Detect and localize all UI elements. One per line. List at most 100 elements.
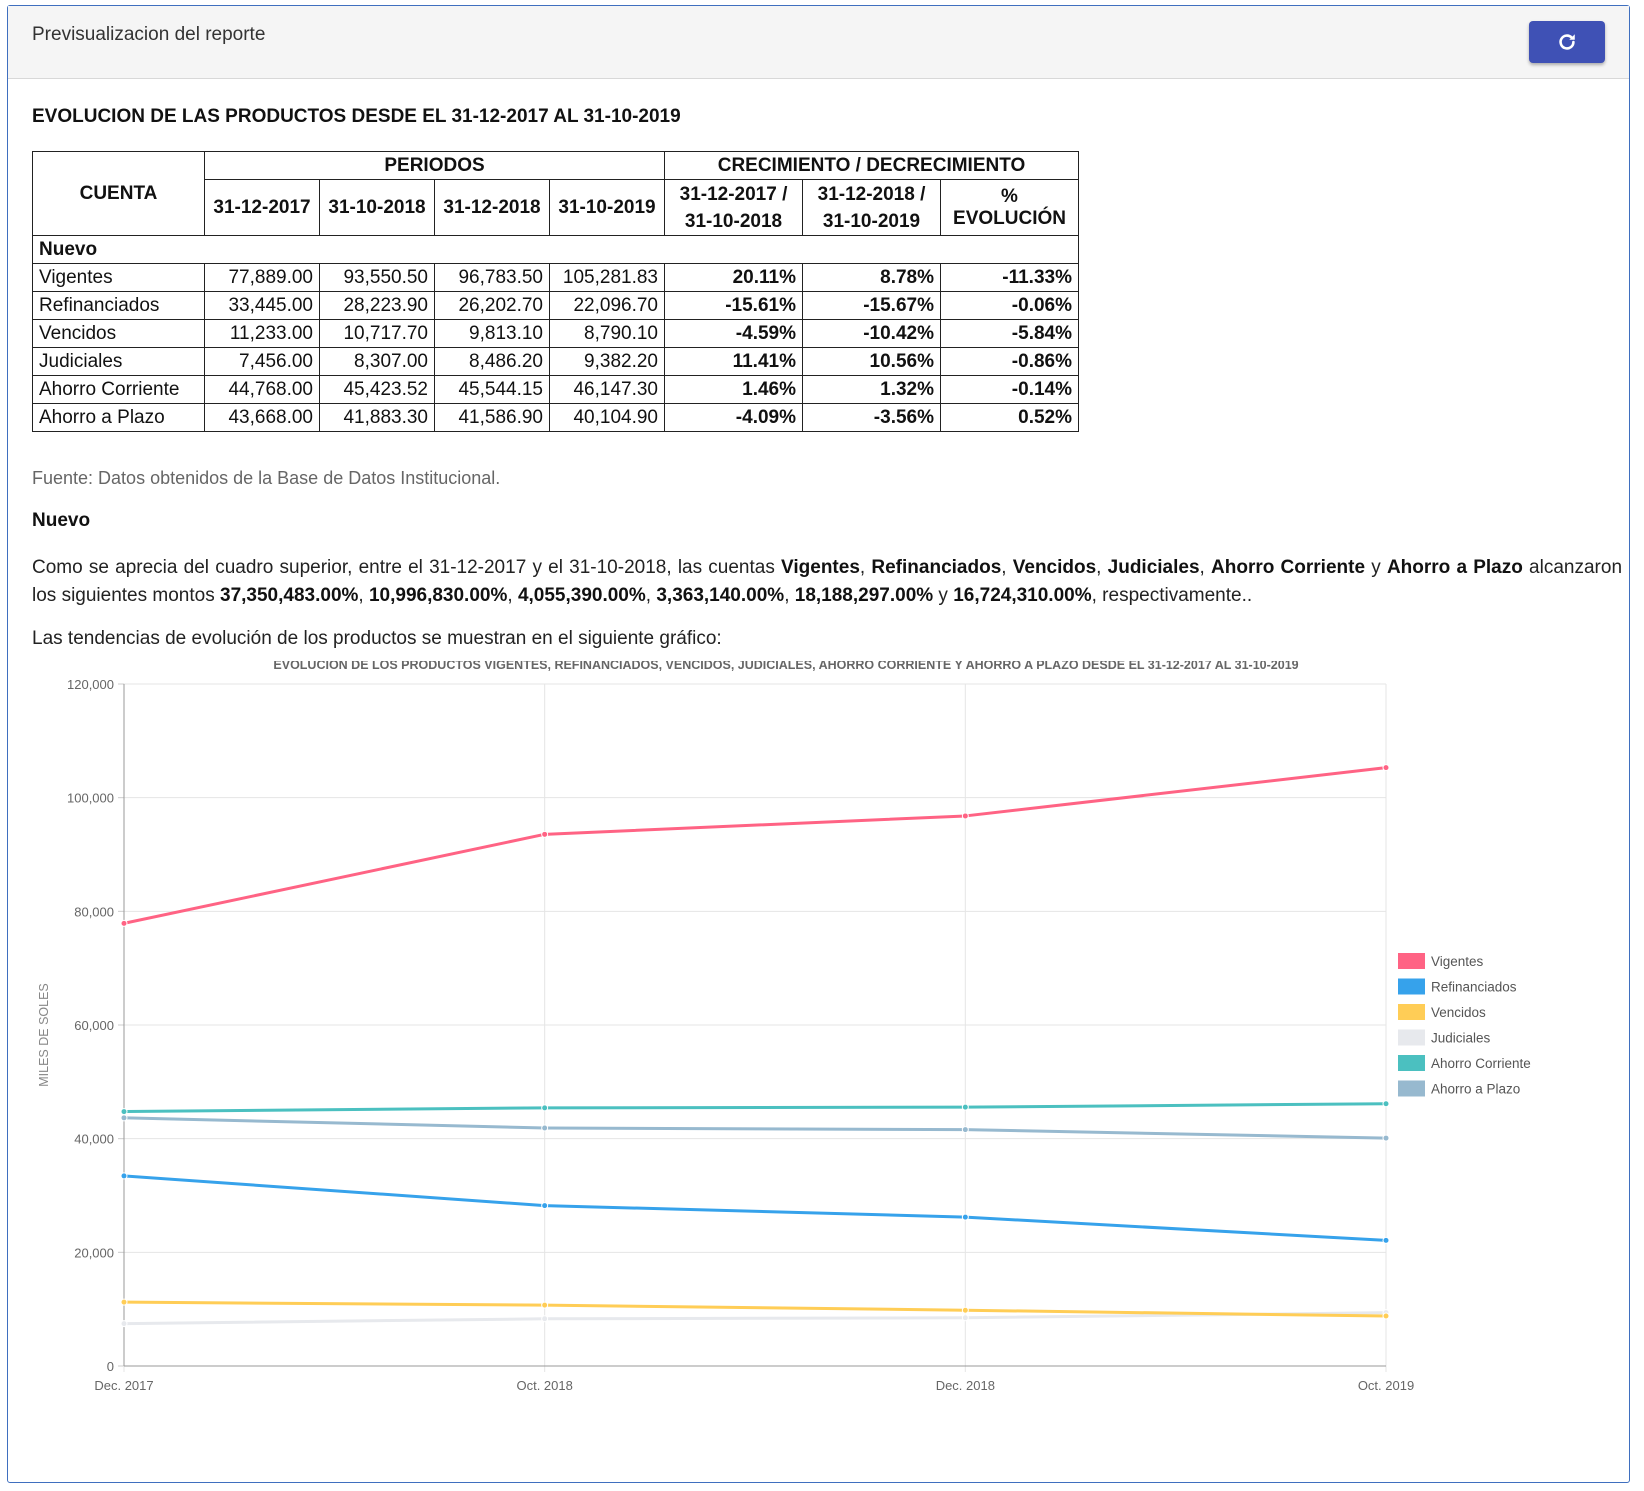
account-name: Vigentes [781, 557, 860, 578]
amount: 10,996,830.00% [368, 585, 508, 606]
period-value-cell: 41,586.90 [434, 403, 550, 432]
period-header: 31-12-2018 [434, 179, 550, 236]
data-point [120, 1298, 128, 1306]
growth-value-cell: -4.09% [664, 403, 803, 432]
period-header: 31-10-2019 [549, 179, 665, 236]
data-point [961, 1103, 969, 1111]
legend-label: Vencidos [1431, 1005, 1486, 1020]
data-point [541, 1202, 549, 1210]
data-point [541, 1124, 549, 1132]
card-header: Previsualizacion del reporte [8, 6, 1629, 79]
period-value-cell: 40,104.90 [549, 403, 665, 432]
period-value-cell: 11,233.00 [204, 319, 320, 348]
text: , [645, 585, 657, 606]
y-tick-label: 40,000 [74, 1132, 114, 1147]
growth-value-cell: -3.56% [802, 403, 941, 432]
section-title: Nuevo [32, 510, 91, 531]
y-tick-label: 20,000 [74, 1245, 114, 1260]
growth-value-cell: -0.06% [940, 291, 1079, 320]
legend-swatch [1398, 1004, 1425, 1020]
text: , [358, 585, 369, 606]
growth-value-cell: -5.84% [940, 319, 1079, 348]
report-table: CUENTA PERIODOS CRECIMIENTO / DECRECIMIE… [32, 151, 1079, 432]
table-row: Judiciales 7,456.00 8,307.00 8,486.20 9,382.… [32, 347, 1079, 376]
text: , [784, 585, 795, 606]
period-header: 31-10-2018 [319, 179, 435, 236]
growth-value-cell: -15.67% [802, 291, 941, 320]
growth-value-cell: -0.14% [940, 375, 1079, 404]
table-row: Vigentes 77,889.00 93,550.50 96,783.50 105,2… [32, 263, 1079, 292]
x-tick-label: Dec. 2018 [936, 1378, 995, 1393]
data-point [541, 1315, 549, 1323]
col-crecimiento: CRECIMIENTO / DECRECIMIENTO [664, 151, 1079, 180]
period-value-cell: 9,382.20 [549, 347, 665, 376]
legend-label: Ahorro a Plazo [1431, 1082, 1520, 1097]
data-point [961, 812, 969, 820]
data-point [120, 1320, 128, 1328]
col-periodos: PERIODOS [204, 151, 665, 180]
text: alcanzaron los siguientes montos [32, 557, 1623, 606]
source-note: Fuente: Datos obtenidos de la Base de Da… [32, 468, 501, 488]
period-value-cell: 77,889.00 [204, 263, 320, 292]
x-tick-label: Oct. 2019 [1358, 1378, 1414, 1393]
data-point [1382, 1236, 1390, 1244]
data-point [1382, 764, 1390, 772]
growth-header-line1: 31-12-2017 / [679, 183, 788, 205]
refresh-icon [1559, 34, 1575, 50]
amount: 37,350,483.00% [220, 585, 359, 606]
legend-swatch [1398, 953, 1425, 969]
growth-value-cell: 1.32% [802, 375, 941, 404]
amount: 16,724,310.00% [953, 585, 1092, 606]
period-value-cell: 45,544.15 [434, 375, 550, 404]
data-point [961, 1213, 969, 1221]
series-line-ahorro-a-plazo [123, 1116, 1387, 1140]
legend-label: Vigentes [1431, 954, 1484, 969]
amount: 4,055,390.00% [517, 585, 646, 606]
growth-header: 31-12-2017 / 31-10-2018 [664, 179, 803, 236]
growth-value-cell: 8.78% [802, 263, 941, 292]
period-value-cell: 7,456.00 [204, 347, 320, 376]
legend-label: Refinanciados [1431, 980, 1517, 995]
account-name-cell: Refinanciados [32, 291, 205, 320]
card-title: Previsualizacion del reporte [32, 24, 266, 45]
data-point [541, 1301, 549, 1309]
period-value-cell: 22,096.70 [549, 291, 665, 320]
account-name: Vencidos [1012, 557, 1097, 578]
x-tick-label: Oct. 2018 [516, 1378, 572, 1393]
account-name-cell: Vencidos [32, 319, 205, 348]
report-title: EVOLUCION DE LAS PRODUCTOS DESDE EL 31-1… [32, 106, 681, 127]
data-point [120, 1108, 128, 1116]
account-name: Refinanciados [871, 557, 1002, 578]
data-point [961, 1126, 969, 1134]
col-cuenta: CUENTA [32, 151, 205, 236]
text: y [933, 585, 954, 606]
legend-label: Ahorro Corriente [1431, 1056, 1531, 1071]
legend-swatch [1398, 1029, 1425, 1046]
refresh-button[interactable] [1529, 21, 1605, 63]
period-value-cell: 43,668.00 [204, 403, 320, 432]
legend-label: Judiciales [1431, 1031, 1491, 1046]
data-point [120, 1172, 128, 1180]
chart-intro: Las tendencias de evolución de los produ… [32, 628, 722, 649]
account-name-cell: Judiciales [32, 347, 205, 376]
period-value-cell: 46,147.30 [549, 375, 665, 404]
growth-value-cell: 1.46% [664, 375, 803, 404]
table-row: Ahorro Corriente 44,768.00 45,423.52 45,544… [32, 375, 1079, 404]
data-point [1382, 1100, 1390, 1108]
data-point [961, 1314, 969, 1322]
period-header: 31-12-2017 [204, 179, 320, 236]
x-tick-label: Dec. 2017 [94, 1378, 153, 1393]
growth-value-cell: -4.59% [664, 319, 803, 348]
legend-swatch [1398, 1080, 1425, 1097]
table-row: Vencidos 11,233.00 10,717.70 9,813.10 8,790.… [32, 319, 1079, 348]
series-line-ahorro-corriente [123, 1102, 1387, 1114]
amount: 18,188,297.00% [794, 585, 934, 606]
evolution-line-chart: EVOLUCION DE LOS PRODUCTOS VIGENTES, REF… [37, 661, 1531, 1393]
summary-paragraph: Como se aprecia del cuadro superior, ent… [32, 554, 1622, 610]
period-value-cell: 9,813.10 [434, 319, 550, 348]
period-value-cell: 8,307.00 [319, 347, 435, 376]
y-tick-label: 60,000 [74, 1018, 114, 1033]
text: , [1001, 557, 1013, 578]
series-line-vigentes [123, 766, 1387, 925]
growth-value-cell: 11.41% [664, 347, 803, 376]
